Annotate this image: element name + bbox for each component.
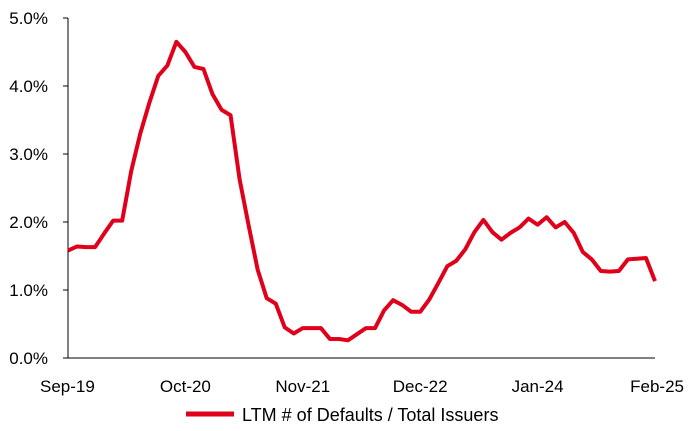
series-layer [67, 39, 657, 343]
x-tick-label: Nov-21 [275, 377, 330, 396]
legend: LTM # of Defaults / Total Issuers [186, 405, 498, 425]
y-tick-labels: 0.0% 1.0% 2.0% 3.0% 4.0% 5.0% [9, 9, 68, 368]
y-tick-label: 0.0% [9, 349, 48, 368]
y-tick-label: 3.0% [9, 145, 48, 164]
x-tick-labels: Sep-19 Oct-20 Nov-21 Dec-22 Jan-24 Feb-25 [40, 377, 684, 396]
x-tick-label: Sep-19 [40, 377, 95, 396]
y-tick-label: 2.0% [9, 213, 48, 232]
axes-layer [67, 18, 655, 359]
y-tick-label: 5.0% [9, 9, 48, 28]
x-tick-label: Oct-20 [160, 377, 211, 396]
y-tick-label: 1.0% [9, 281, 48, 300]
x-tick-label: Feb-25 [630, 377, 684, 396]
legend-label: LTM # of Defaults / Total Issuers [242, 405, 498, 425]
series-line [67, 39, 657, 343]
x-tick-label: Dec-22 [393, 377, 448, 396]
y-tick-label: 4.0% [9, 77, 48, 96]
x-tick-label: Jan-24 [512, 377, 564, 396]
